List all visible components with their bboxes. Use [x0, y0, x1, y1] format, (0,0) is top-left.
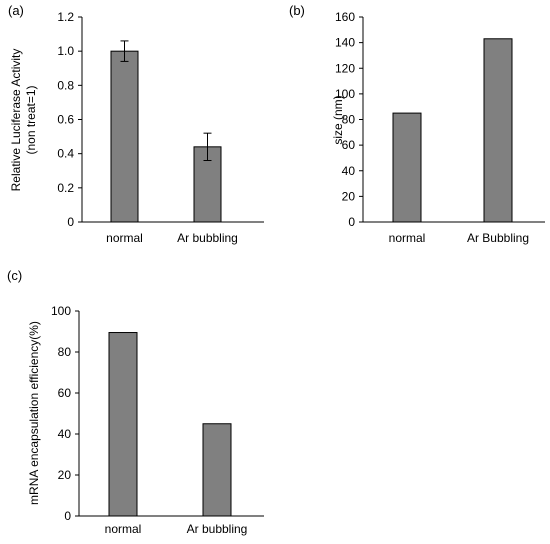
category-label: Ar Bubbling: [467, 231, 529, 245]
y-tick-label: 1.0: [57, 44, 74, 58]
bar-1: [392, 112, 422, 223]
y-axis-label-line: size (nm): [331, 95, 345, 144]
y-tick-label: 0.6: [57, 113, 74, 127]
y-tick-label: 40: [58, 427, 72, 441]
bar-1: [110, 50, 139, 223]
y-axis-label-line: mRNA encapsulation efficiency(%): [27, 321, 41, 505]
chart-panel-3: (c) mRNA encapsulation efficiency(%) 0 20 40…: [7, 268, 264, 536]
category-label: normal: [106, 231, 143, 245]
category-label: Ar bubbling: [177, 231, 238, 245]
category-label: normal: [105, 522, 142, 536]
y-axis-label: size (nm): [331, 95, 345, 144]
y-axis-label: Relative Luciferase Activity(non treat=1…: [9, 49, 38, 192]
y-tick-label: 120: [335, 61, 355, 75]
y-tick-label: 60: [58, 386, 72, 400]
y-tick-label: 20: [342, 189, 356, 203]
y-axis-label: mRNA encapsulation efficiency(%): [27, 321, 41, 505]
category-label: Ar bubbling: [187, 522, 248, 536]
y-tick-label: 60: [342, 138, 356, 152]
panel-label: (a): [8, 3, 24, 18]
panel-label: (b): [289, 3, 305, 18]
bar-2: [202, 423, 232, 517]
y-tick-label: 140: [335, 36, 355, 50]
y-tick-label: 0: [64, 509, 71, 523]
y-tick-label: 1.2: [57, 10, 74, 24]
bar-1: [108, 332, 138, 517]
y-axis-label-line: Relative Luciferase Activity: [9, 49, 23, 192]
y-tick-label: 20: [58, 468, 72, 482]
y-tick-label: 100: [51, 304, 71, 318]
y-axis-label-line: (non treat=1): [24, 85, 38, 154]
chart-panel-1: (a) Relative Luciferase Activity(non trea…: [8, 3, 264, 245]
y-tick-label: 80: [58, 345, 72, 359]
y-tick-label: 0: [348, 215, 355, 229]
panel-label: (c): [7, 268, 22, 283]
y-tick-label: 0.2: [57, 181, 74, 195]
chart-panel-2: (b) size (nm) 0 20 40 60 80 100 120 140 160 normal A…: [289, 3, 545, 245]
y-tick-label: 0: [67, 215, 74, 229]
y-tick-label: 160: [335, 10, 355, 24]
y-tick-label: 40: [342, 164, 356, 178]
y-tick-label: 100: [335, 87, 355, 101]
bar-2: [483, 38, 513, 223]
y-tick-label: 80: [342, 113, 356, 127]
y-tick-label: 0.8: [57, 78, 74, 92]
category-label: normal: [389, 231, 426, 245]
y-tick-label: 0.4: [57, 147, 74, 161]
